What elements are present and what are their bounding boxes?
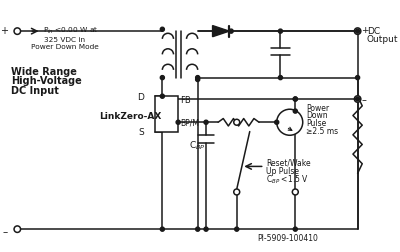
Text: LinkZero-AX: LinkZero-AX bbox=[99, 112, 162, 121]
Text: FB: FB bbox=[180, 95, 191, 104]
Text: Pulse: Pulse bbox=[306, 118, 327, 127]
Circle shape bbox=[234, 120, 240, 126]
Circle shape bbox=[292, 189, 298, 195]
Circle shape bbox=[278, 76, 282, 80]
Circle shape bbox=[14, 29, 20, 35]
Text: P$_{in}$ <0.00 W at: P$_{in}$ <0.00 W at bbox=[43, 26, 99, 36]
Circle shape bbox=[293, 227, 297, 231]
Text: S: S bbox=[138, 128, 144, 137]
Text: High-Voltage: High-Voltage bbox=[11, 76, 82, 86]
Circle shape bbox=[14, 226, 20, 233]
Circle shape bbox=[293, 110, 297, 114]
Text: ≥2.5 ms: ≥2.5 ms bbox=[306, 127, 338, 136]
Circle shape bbox=[278, 30, 282, 34]
Circle shape bbox=[160, 227, 164, 231]
Text: C$_{BP}$ <1.5 V: C$_{BP}$ <1.5 V bbox=[266, 173, 310, 185]
Circle shape bbox=[160, 28, 164, 32]
Circle shape bbox=[160, 76, 164, 80]
Text: –: – bbox=[361, 95, 366, 105]
Text: D: D bbox=[137, 92, 144, 101]
Text: BP/M: BP/M bbox=[180, 118, 199, 127]
Circle shape bbox=[277, 110, 303, 136]
Text: Up Pulse: Up Pulse bbox=[266, 166, 300, 175]
Text: PI-5909-100410: PI-5909-100410 bbox=[257, 233, 318, 242]
Circle shape bbox=[235, 227, 239, 231]
Circle shape bbox=[354, 29, 361, 35]
Circle shape bbox=[356, 76, 360, 80]
Circle shape bbox=[356, 30, 360, 34]
Text: Output: Output bbox=[367, 35, 398, 44]
Circle shape bbox=[176, 121, 180, 125]
Text: Down: Down bbox=[306, 111, 328, 120]
Text: DC Input: DC Input bbox=[11, 85, 59, 95]
Circle shape bbox=[234, 189, 240, 195]
Text: Power Down Mode: Power Down Mode bbox=[31, 44, 99, 50]
Circle shape bbox=[196, 227, 200, 231]
Polygon shape bbox=[212, 26, 229, 38]
Circle shape bbox=[160, 95, 164, 99]
Text: Wide Range: Wide Range bbox=[11, 67, 77, 77]
Text: C$_{BP}$: C$_{BP}$ bbox=[189, 139, 206, 151]
Circle shape bbox=[354, 96, 361, 103]
Circle shape bbox=[196, 78, 200, 82]
Circle shape bbox=[275, 121, 279, 125]
Circle shape bbox=[356, 98, 360, 102]
Circle shape bbox=[293, 98, 297, 102]
Circle shape bbox=[204, 121, 208, 125]
Text: Reset/Wake: Reset/Wake bbox=[266, 158, 311, 167]
Circle shape bbox=[196, 76, 200, 80]
Circle shape bbox=[293, 98, 297, 102]
Text: +: + bbox=[0, 26, 8, 36]
Circle shape bbox=[204, 227, 208, 231]
Text: +: + bbox=[361, 26, 369, 35]
Text: –: – bbox=[3, 226, 8, 236]
Text: 325 VDC in: 325 VDC in bbox=[44, 37, 85, 42]
Circle shape bbox=[229, 30, 233, 34]
Text: Power: Power bbox=[306, 104, 330, 112]
Bar bbox=[155, 97, 178, 132]
Text: DC: DC bbox=[367, 27, 380, 36]
